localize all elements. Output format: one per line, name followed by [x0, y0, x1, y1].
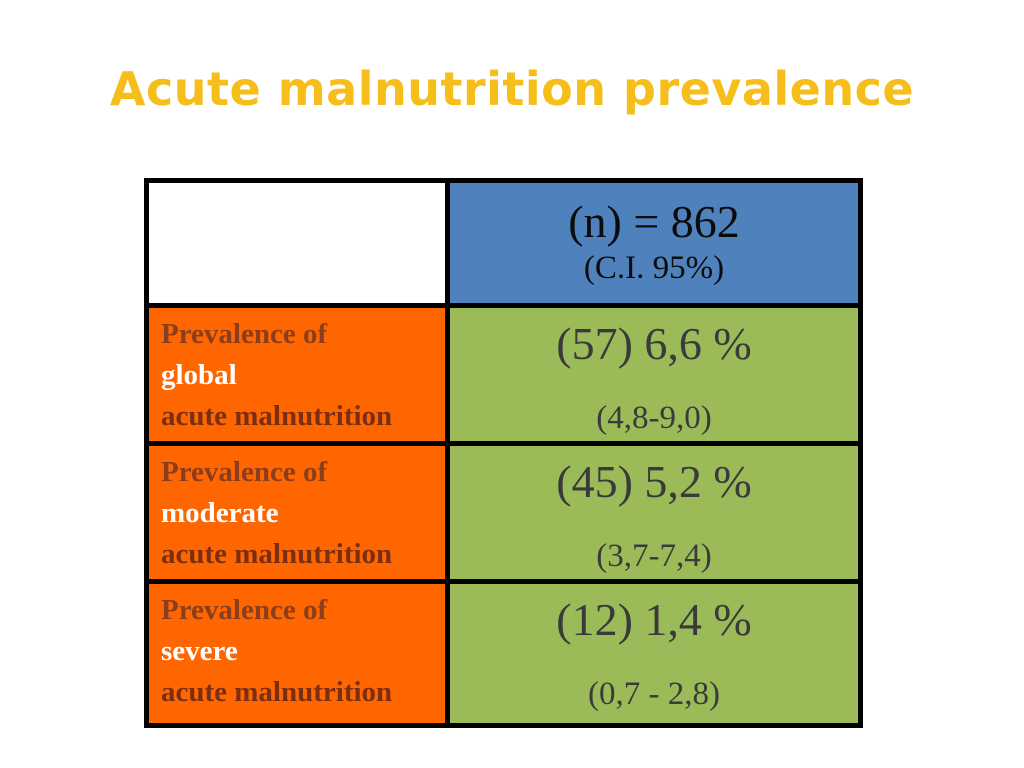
row-label-line2: severe: [161, 635, 238, 667]
table-row-severe: Prevalence of severe acute malnutrition …: [144, 579, 863, 728]
table-row-moderate: Prevalence of moderate acute malnutritio…: [144, 441, 863, 584]
row-label-line2: moderate: [161, 497, 279, 529]
table-row-global: Prevalence of global acute malnutrition …: [144, 303, 863, 446]
row-label-line3: acute malnutrition: [161, 538, 393, 570]
prevalence-value: (12) 1,4 %: [556, 594, 752, 645]
prevalence-ci: (3,7-7,4): [596, 538, 712, 574]
row-value-severe: (12) 1,4 % (0,7 - 2,8): [445, 579, 863, 728]
sample-size-header: (n) = 862 (C.I. 95%): [445, 178, 863, 308]
sample-size: (n) = 862: [568, 196, 740, 247]
row-label-line1: Prevalence of: [161, 318, 328, 350]
row-label-line1: Prevalence of: [161, 456, 328, 488]
row-label-line3: acute malnutrition: [161, 400, 393, 432]
row-label-line2: global: [161, 359, 237, 391]
prevalence-table: (n) = 862 (C.I. 95%) Prevalence of globa…: [144, 178, 863, 728]
row-label-line3: acute malnutrition: [161, 676, 393, 708]
prevalence-ci: (4,8-9,0): [596, 400, 712, 436]
prevalence-ci: (0,7 - 2,8): [588, 676, 720, 712]
row-value-moderate: (45) 5,2 % (3,7-7,4): [445, 441, 863, 584]
row-label-moderate: Prevalence of moderate acute malnutritio…: [144, 441, 450, 584]
row-label-global: Prevalence of global acute malnutrition: [144, 303, 450, 446]
row-value-global: (57) 6,6 % (4,8-9,0): [445, 303, 863, 446]
empty-corner-cell: [144, 178, 450, 308]
prevalence-value: (57) 6,6 %: [556, 318, 752, 369]
confidence-interval-label: (C.I. 95%): [583, 250, 725, 286]
slide-title: Acute malnutrition prevalence: [109, 62, 915, 116]
row-label-severe: Prevalence of severe acute malnutrition: [144, 579, 450, 728]
prevalence-value: (45) 5,2 %: [556, 456, 752, 507]
table-header-row: (n) = 862 (C.I. 95%): [144, 178, 863, 308]
row-label-line1: Prevalence of: [161, 594, 328, 626]
